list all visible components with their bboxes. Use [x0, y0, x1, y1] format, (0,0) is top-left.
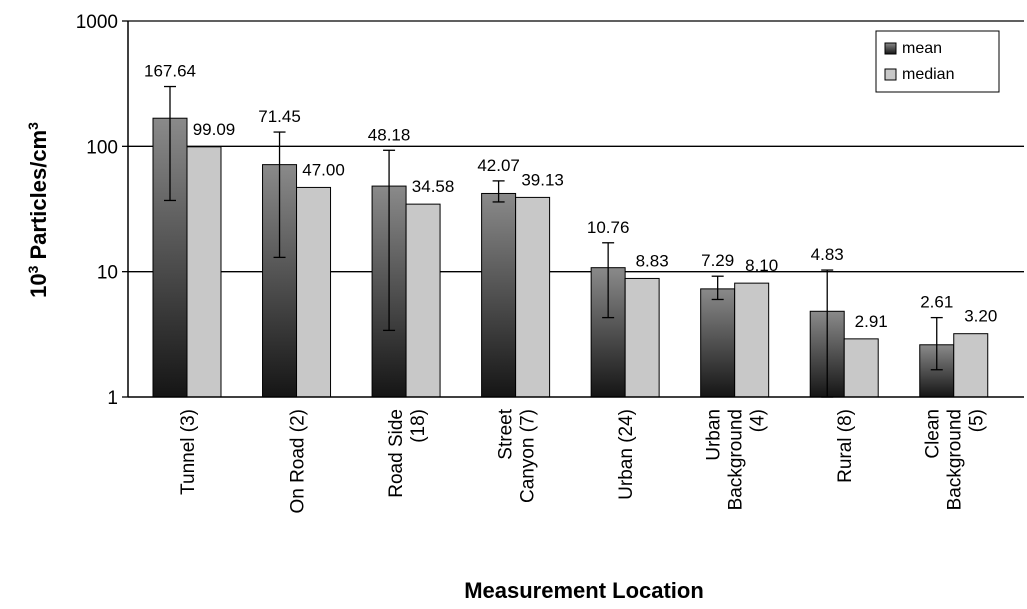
legend: mean median: [875, 30, 1000, 93]
value-label-mean: 4.83: [811, 245, 844, 264]
category-label-line: (18): [408, 409, 429, 443]
bar-mean: [481, 192, 517, 398]
y-tick-label: 1000: [76, 12, 118, 33]
value-label-mean: 48.18: [368, 125, 411, 144]
value-label-median: 39.13: [521, 170, 564, 189]
category-label-line: Background: [945, 409, 966, 510]
category-label: On Road (2): [288, 409, 309, 514]
y-tick-label: 1: [107, 388, 118, 409]
category-label-line: Road Side: [386, 409, 407, 498]
category-label-line: On Road (2): [288, 409, 309, 514]
value-label-median: 34.58: [412, 177, 455, 196]
y-tick-label: 100: [86, 137, 118, 158]
bar-median: [734, 282, 770, 398]
category-label: Urban (24): [616, 409, 637, 500]
category-label-line: Urban: [704, 409, 725, 461]
value-label-median: 99.09: [193, 120, 236, 139]
bar-median: [515, 196, 551, 398]
bar-median: [624, 277, 660, 398]
value-label-mean: 10.76: [587, 218, 630, 237]
category-label-line: Rural (8): [835, 409, 856, 483]
category-label: Urban Background (4): [704, 409, 769, 510]
value-label-mean: 167.64: [144, 62, 196, 81]
bar-mean: [700, 288, 736, 398]
category-label-line: (4): [748, 409, 769, 432]
value-label-median: 8.10: [745, 256, 778, 275]
category-label: Road Side (18): [386, 409, 429, 498]
category-label-line: Urban (24): [616, 409, 637, 500]
bar-median: [953, 333, 989, 398]
category-label-line: Street: [496, 408, 517, 459]
value-label-mean: 71.45: [258, 107, 301, 126]
value-labels: 167.64 99.09 71.45 47.00 48.18 34.58 42.0739.1…: [144, 62, 997, 331]
category-label: Street Canyon (7): [496, 408, 539, 503]
y-axis-title: 103 Particles/cm3: [25, 122, 51, 298]
category-label-line: Clean: [923, 409, 944, 459]
y-tick-label: 10: [97, 263, 118, 284]
value-label-median: 2.91: [855, 312, 888, 331]
bar-median: [405, 203, 441, 398]
legend-swatch-median: [884, 68, 897, 81]
value-label-median: 3.20: [964, 307, 997, 326]
legend-label-median: median: [902, 66, 954, 83]
axes: 1 10 100 1000: [76, 12, 1024, 409]
category-label: Tunnel (3): [178, 409, 199, 495]
category-label-line: (5): [967, 409, 988, 432]
value-label-mean: 42.07: [477, 156, 520, 175]
legend-box: [875, 30, 1000, 93]
bar-median: [843, 338, 879, 398]
legend-label-mean: mean: [902, 40, 942, 57]
x-axis-title: Measurement Location: [464, 578, 704, 603]
category-label: Clean Background (5): [923, 409, 988, 510]
value-label-mean: 7.29: [701, 251, 734, 270]
category-label: Rural (8): [835, 409, 856, 483]
error-bars: [164, 85, 943, 398]
bar-median: [296, 186, 332, 398]
category-labels: Tunnel (3) On Road (2) Road Side (18) Street…: [178, 408, 988, 513]
legend-swatch-mean: [884, 42, 897, 55]
value-label-median: 8.83: [636, 251, 669, 270]
bar-median: [186, 146, 222, 398]
category-label-line: Background: [726, 409, 747, 510]
value-label-median: 47.00: [302, 160, 345, 179]
value-label-mean: 2.61: [920, 293, 953, 312]
category-label-line: Tunnel (3): [178, 409, 199, 495]
category-label-line: Canyon (7): [518, 409, 539, 503]
